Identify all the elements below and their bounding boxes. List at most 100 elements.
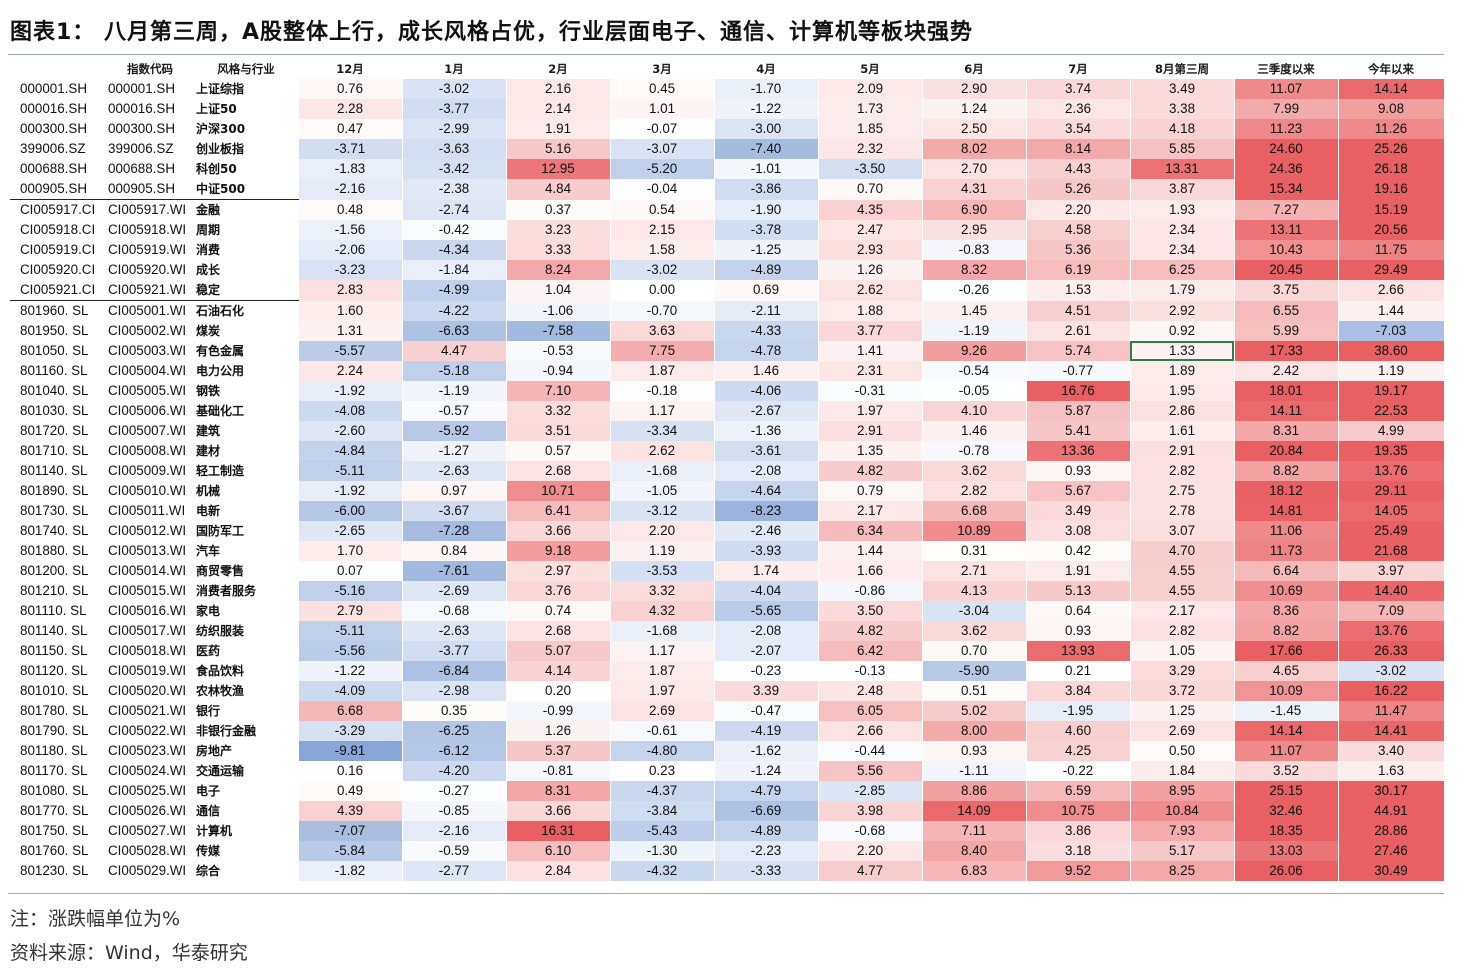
index-code[interactable]: 399006.SZ — [108, 141, 174, 156]
wind-code[interactable]: 801210. SL — [20, 583, 89, 598]
index-code[interactable]: CI005920.WI — [108, 262, 187, 277]
value-cell[interactable]: 2.68 — [505, 621, 611, 641]
value-cell[interactable]: 26.18 — [1337, 159, 1445, 179]
value-cell[interactable]: 2.83 — [297, 280, 403, 301]
value-cell[interactable]: 4.35 — [817, 199, 923, 220]
value-cell[interactable]: 5.37 — [505, 741, 611, 761]
value-cell[interactable]: 5.26 — [1025, 179, 1131, 200]
value-cell[interactable]: 3.52 — [1233, 761, 1339, 781]
index-code[interactable]: CI005010.WI — [108, 483, 187, 498]
value-cell[interactable]: -4.04 — [713, 581, 819, 601]
value-cell[interactable]: 6.34 — [817, 521, 923, 541]
value-cell[interactable]: 6.10 — [505, 841, 611, 861]
column-header[interactable]: 三季度以来 — [1257, 62, 1315, 76]
value-cell[interactable]: -4.79 — [713, 781, 819, 801]
value-cell[interactable]: -2.67 — [713, 401, 819, 421]
value-cell[interactable]: -3.33 — [713, 861, 819, 881]
value-cell[interactable]: 3.40 — [1337, 741, 1445, 761]
value-cell[interactable]: -3.02 — [1337, 661, 1445, 681]
value-cell[interactable]: 4.43 — [1025, 159, 1131, 179]
value-cell[interactable]: 10.09 — [1233, 681, 1339, 701]
value-cell[interactable]: 0.92 — [1129, 321, 1235, 341]
value-cell[interactable]: -3.12 — [609, 501, 715, 521]
style-industry-name[interactable]: 科创50 — [196, 162, 237, 176]
value-cell[interactable]: 7.75 — [609, 341, 715, 361]
index-code[interactable]: 000905.SH — [106, 179, 194, 200]
value-cell[interactable]: 14.81 — [1233, 501, 1339, 521]
value-cell[interactable]: 1.31 — [297, 321, 403, 341]
value-cell[interactable]: -3.50 — [817, 159, 923, 179]
value-cell[interactable]: 14.09 — [921, 801, 1027, 821]
value-cell[interactable]: 1.79 — [1129, 280, 1235, 301]
value-cell[interactable]: -3.77 — [401, 641, 507, 661]
value-cell[interactable]: 4.13 — [921, 581, 1027, 601]
value-cell[interactable]: 1.87 — [609, 361, 715, 381]
value-cell[interactable]: 7.11 — [921, 821, 1027, 841]
value-cell[interactable]: 1.19 — [1337, 361, 1445, 381]
value-cell[interactable]: 3.18 — [1025, 841, 1131, 861]
wind-code[interactable]: 801160. SL — [20, 363, 88, 378]
value-cell[interactable]: 19.16 — [1337, 179, 1445, 200]
value-cell[interactable]: -0.68 — [817, 821, 923, 841]
value-cell[interactable]: -5.84 — [297, 841, 403, 861]
value-cell[interactable]: 14.11 — [1233, 401, 1339, 421]
value-cell[interactable]: 3.86 — [1025, 821, 1131, 841]
value-cell[interactable]: 12.95 — [505, 159, 611, 179]
value-cell[interactable]: 9.52 — [1025, 861, 1131, 881]
value-cell[interactable]: 2.75 — [1129, 481, 1235, 501]
column-header[interactable]: 7月 — [1068, 62, 1088, 76]
style-industry-name[interactable]: 沪深300 — [196, 122, 246, 136]
value-cell[interactable]: 4.84 — [505, 179, 611, 200]
value-cell[interactable]: -0.23 — [713, 661, 819, 681]
value-cell[interactable]: 21.68 — [1337, 541, 1445, 561]
column-header[interactable]: 6月 — [964, 62, 984, 76]
value-cell[interactable]: 0.07 — [297, 561, 403, 581]
value-cell[interactable]: 4.58 — [1025, 220, 1131, 240]
wind-code[interactable]: 801710. SL — [20, 443, 89, 458]
value-cell[interactable]: -0.61 — [609, 721, 715, 741]
value-cell[interactable]: 8.31 — [1233, 421, 1339, 441]
value-cell[interactable]: 0.57 — [505, 441, 611, 461]
value-cell[interactable]: -1.19 — [401, 381, 507, 401]
value-cell[interactable]: -3.86 — [713, 179, 819, 200]
value-cell[interactable]: -1.05 — [609, 481, 715, 501]
value-cell[interactable]: -3.34 — [609, 421, 715, 441]
wind-code[interactable]: 801950. SL — [20, 323, 89, 338]
value-cell[interactable]: 1.97 — [609, 681, 715, 701]
value-cell[interactable]: 2.62 — [609, 441, 715, 461]
value-cell[interactable]: -1.68 — [609, 621, 715, 641]
value-cell[interactable]: 8.14 — [1025, 139, 1131, 159]
value-cell[interactable]: 1.44 — [817, 541, 923, 561]
index-code[interactable]: CI005009.WI — [108, 463, 187, 478]
value-cell[interactable]: 44.91 — [1337, 801, 1445, 821]
value-cell[interactable]: 0.51 — [921, 681, 1027, 701]
value-cell[interactable]: 4.65 — [1233, 661, 1339, 681]
value-cell[interactable]: -4.06 — [713, 381, 819, 401]
value-cell[interactable]: 2.62 — [817, 280, 923, 301]
value-cell[interactable]: 26.06 — [1233, 861, 1339, 881]
value-cell[interactable]: -3.04 — [921, 601, 1027, 621]
value-cell[interactable]: -1.56 — [297, 220, 403, 240]
value-cell[interactable]: -4.37 — [609, 781, 715, 801]
index-code[interactable]: CI005012.WI — [108, 523, 187, 538]
value-cell[interactable]: 3.98 — [817, 801, 923, 821]
value-cell[interactable]: 9.08 — [1337, 99, 1445, 119]
style-industry-name[interactable]: 传媒 — [196, 844, 221, 858]
value-cell[interactable]: 1.26 — [505, 721, 611, 741]
value-cell[interactable]: 2.50 — [921, 119, 1027, 139]
column-header[interactable]: 2月 — [548, 62, 568, 76]
value-cell[interactable]: -1.83 — [297, 159, 403, 179]
value-cell[interactable]: 1.93 — [1129, 199, 1235, 220]
value-cell[interactable]: 3.49 — [1025, 501, 1131, 521]
value-cell[interactable]: 1.26 — [817, 260, 923, 280]
value-cell[interactable]: 3.62 — [921, 461, 1027, 481]
value-cell[interactable]: -3.53 — [609, 561, 715, 581]
value-cell[interactable]: -2.63 — [401, 461, 507, 481]
value-cell[interactable]: 4.10 — [921, 401, 1027, 421]
value-cell[interactable]: -4.89 — [713, 821, 819, 841]
value-cell[interactable]: 18.01 — [1233, 381, 1339, 401]
value-cell[interactable]: 8.31 — [505, 781, 611, 801]
value-cell[interactable]: 32.46 — [1233, 801, 1339, 821]
style-industry-name[interactable]: 上证50 — [196, 102, 237, 116]
value-cell[interactable]: -4.08 — [297, 401, 403, 421]
